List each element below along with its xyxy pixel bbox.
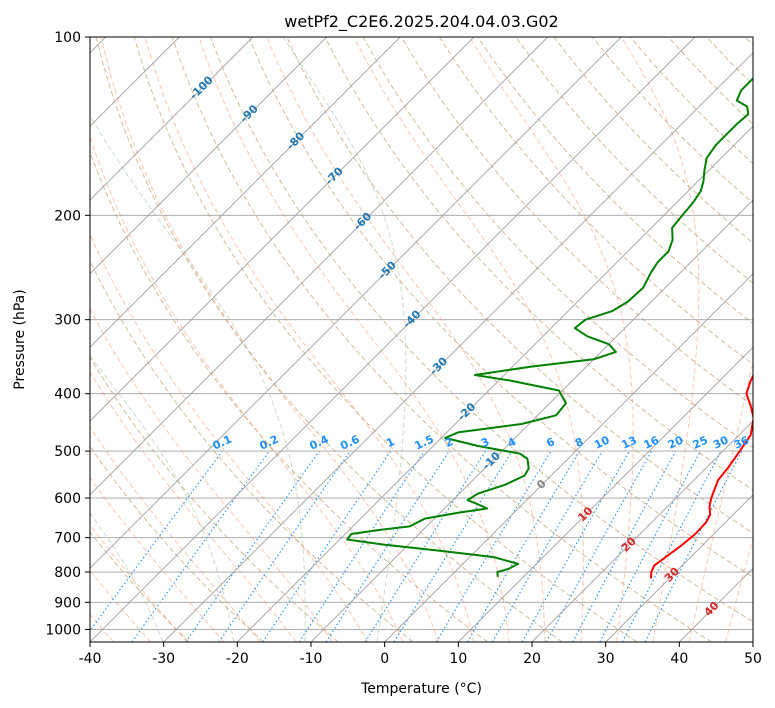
mixing-ratio-line [325,450,450,642]
isotherm-line [605,494,753,642]
mixing-ratio-label: 36 [732,433,752,451]
x-tick-label: 0 [380,651,389,667]
isotherm-line [384,273,753,642]
x-tick-label: 40 [670,651,688,667]
x-axis-label: Temperature (°C) [360,681,482,697]
mixing-ratio-line [393,450,513,642]
temperature-line [649,373,753,579]
moist-adiabat-line [144,37,475,642]
x-tick-label: 20 [523,651,541,667]
y-tick-label: 900 [54,595,81,611]
moist-adiabat-line [90,114,306,642]
moist-adiabat-line [620,37,700,642]
moist-adiabat-line [353,37,584,642]
x-tick-label: 50 [744,651,762,667]
mixing-ratio-label: 25 [691,434,710,452]
mixing-ratio-line [644,450,743,642]
moist-adiabat-line [725,536,753,642]
dry-adiabat-line [95,37,563,642]
isotherm-line [163,52,753,642]
mixing-ratio-line [131,450,270,642]
x-tick-label: -20 [226,651,249,667]
y-tick-label: 200 [54,208,81,224]
mixing-ratio-line [185,450,320,642]
y-tick-label: 600 [54,491,81,507]
moist-adiabat-line [100,37,439,642]
isotherm-line [457,346,753,642]
dry-adiabat-line [515,37,753,284]
moist-adiabats [90,37,753,642]
isotherm-line [236,125,753,642]
dry-adiabat-line [438,37,753,366]
y-tick-label: 700 [54,531,81,547]
pressure-gridlines [90,37,753,630]
moist-adiabat-line [282,37,407,642]
x-axis: -40 -30 -20 -10 0 10 20 30 40 50 [79,642,762,667]
y-tick-label: 1000 [45,622,81,638]
y-axis: 100 200 300 400 500 600 700 800 900 1000 [45,30,90,638]
mixing-ratio-label: 16 [642,433,662,451]
x-tick-label: 10 [449,651,467,667]
mixing-ratio-label: 20 [666,433,686,451]
moist-adiabat-line [198,37,510,642]
y-tick-label: 800 [54,565,81,581]
mixing-ratio-line [521,450,630,642]
isotherm-line [90,37,549,496]
dry-adiabat-line [90,445,264,642]
x-tick-label: -30 [152,651,175,667]
mixing-ratio-line [572,450,677,642]
moist-adiabat-line [90,355,235,642]
dry-adiabat-line [90,531,190,642]
dry-adiabat-line [400,37,753,407]
dry-adiabat-line [90,150,488,642]
skewed-isotherms [90,37,753,642]
moist-adiabat-line [90,426,261,642]
isotherm-line [90,37,401,348]
plot-frame [89,36,754,643]
isotherm-line [90,37,696,642]
y-tick-label: 300 [54,313,81,329]
y-axis-label: Pressure (hPa) [12,289,28,389]
moist-adiabat-line [266,37,546,642]
dry-adiabat-line [90,356,339,642]
isotherm-line [310,199,753,642]
isotherm-line [531,420,753,642]
x-tick-label: -40 [79,651,102,667]
dry-adiabat-line [248,37,753,578]
moist-adiabat-line [688,358,753,642]
moist-adiabat-line [90,476,225,642]
dry-adiabat-line [133,37,638,642]
mixing-ratio-label: 13 [620,434,639,452]
isotherm-line [90,37,328,275]
chart-title: wetPf2_C2E6.2025.204.04.03.G02 [284,12,558,32]
mixing-ratio-lines [90,450,743,642]
sounding-series [346,77,753,579]
y-tick-label: 100 [54,30,81,46]
isotherm-line [90,37,622,569]
x-tick-label: 30 [597,651,615,667]
mixing-ratio-line [545,450,653,642]
y-tick-label: 500 [54,444,81,460]
moist-adiabat-line [90,308,333,642]
mixing-ratio-line [298,450,425,642]
mixing-ratio-line [218,450,351,642]
mixing-ratio-line [262,450,392,642]
mixing-ratio-line [90,450,223,632]
dry-adiabat-line [324,37,753,491]
moist-adiabat-line [90,135,404,642]
dry-adiabat-line [210,37,753,623]
dewpoint-line [346,77,753,577]
x-tick-label: -10 [300,651,323,667]
isotherm-line [90,37,475,422]
mixing-ratio-label: 30 [711,433,731,451]
moist-adiabat-line [90,232,369,642]
mixing-ratio-label: 10 [592,433,612,451]
isotherm-line [90,37,254,201]
y-tick-label: 400 [54,387,81,403]
